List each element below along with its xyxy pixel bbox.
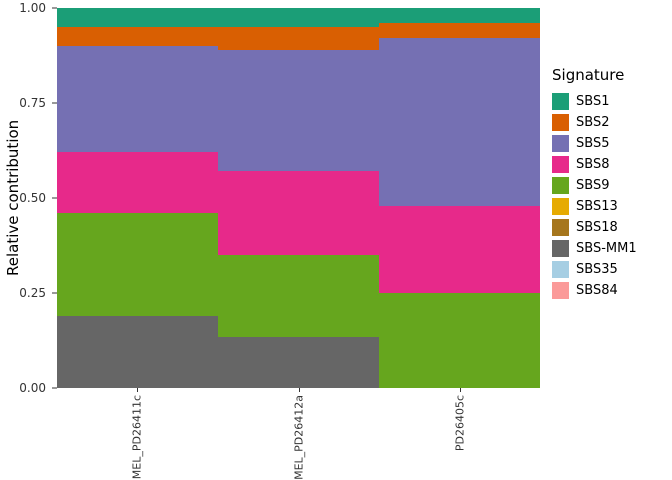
- legend-color-swatch: [552, 198, 569, 215]
- legend-item-SBS13: SBS13: [552, 198, 637, 215]
- y-tick-label: 0.25: [19, 286, 46, 300]
- legend-label: SBS9: [576, 178, 610, 193]
- legend: Signature SBS1 SBS2 SBS5 SBS8 SBS9 SBS13 SBS18…: [552, 66, 637, 303]
- legend-color-swatch: [552, 219, 569, 236]
- bar-segment-SBS8: [217, 171, 379, 255]
- x-tick-mark: [459, 388, 461, 392]
- legend-color-swatch: [552, 156, 569, 173]
- bar-segment-SBS-MM1: [217, 336, 379, 388]
- x-tick-label: PD26405c: [453, 395, 466, 452]
- bar-segment-SBS2: [378, 23, 540, 39]
- legend-label: SBS2: [576, 115, 610, 130]
- bar-segment-SBS9: [57, 213, 218, 316]
- y-tick-mark: [52, 387, 57, 389]
- legend-label: SBS8: [576, 157, 610, 172]
- x-tick-label: MEL_PD26411c: [130, 395, 144, 480]
- bar-segment-SBS9: [378, 293, 540, 388]
- legend-label: SBS35: [576, 262, 618, 277]
- y-tick-mark: [52, 7, 57, 9]
- legend-color-swatch: [552, 135, 569, 152]
- legend-label: SBS1: [576, 94, 610, 109]
- y-tick-label: 0.75: [19, 96, 46, 110]
- x-tick-mark: [137, 388, 139, 392]
- legend-title: Signature: [552, 66, 625, 84]
- y-tick-label: 0.50: [19, 191, 46, 205]
- plot-area: [57, 8, 540, 388]
- stacked-bar-MEL_PD26411c: [57, 8, 218, 388]
- legend-label: SBS5: [576, 136, 610, 151]
- bar-segment-SBS8: [378, 205, 540, 293]
- bar-segment-SBS5: [57, 46, 218, 153]
- bar-segment-SBS5: [378, 38, 540, 206]
- legend-item-SBS35: SBS35: [552, 261, 637, 278]
- bar-segment-SBS9: [217, 255, 379, 337]
- legend-color-swatch: [552, 261, 569, 278]
- legend-items: SBS1 SBS2 SBS5 SBS8 SBS9 SBS13 SBS18 SBS-MM1 SBS…: [552, 93, 637, 299]
- bar-segment-SBS1: [57, 8, 218, 27]
- legend-color-swatch: [552, 114, 569, 131]
- x-axis: MEL_PD26411c MEL_PD26412a PD26405c: [57, 388, 540, 480]
- stacked-bar-PD26405c: [378, 8, 540, 388]
- x-tick-label: MEL_PD26412a: [292, 395, 305, 480]
- bar-segment-SBS-MM1: [57, 315, 218, 388]
- legend-item-SBS8: SBS8: [552, 156, 637, 173]
- bar-segment-SBS5: [217, 49, 379, 172]
- legend-item-SBS18: SBS18: [552, 219, 637, 236]
- legend-item-SBS84: SBS84: [552, 282, 637, 299]
- legend-label: SBS-MM1: [576, 241, 637, 256]
- legend-item-SBS9: SBS9: [552, 177, 637, 194]
- bar-segment-SBS2: [57, 27, 218, 46]
- legend-item-SBS2: SBS2: [552, 114, 637, 131]
- bar-segment-SBS2: [217, 27, 379, 50]
- y-tick-mark: [52, 197, 57, 199]
- y-tick-mark: [52, 102, 57, 104]
- y-tick-label: 0.00: [19, 381, 46, 395]
- x-tick-mark: [298, 388, 300, 392]
- stacked-bar-MEL_PD26412a: [217, 8, 379, 388]
- bar-segment-SBS1: [378, 8, 540, 24]
- bar-segment-SBS1: [217, 8, 379, 27]
- legend-item-SBS-MM1: SBS-MM1: [552, 240, 637, 257]
- legend-color-swatch: [552, 177, 569, 194]
- legend-color-swatch: [552, 93, 569, 110]
- legend-label: SBS13: [576, 199, 618, 214]
- legend-color-swatch: [552, 282, 569, 299]
- legend-color-swatch: [552, 240, 569, 257]
- bar-segment-SBS8: [57, 152, 218, 214]
- y-tick-label: 1.00: [19, 1, 46, 15]
- legend-label: SBS84: [576, 283, 618, 298]
- y-tick-mark: [52, 292, 57, 294]
- y-axis: 0.00 0.25 0.50 0.75 1.00: [0, 1, 57, 395]
- legend-item-SBS1: SBS1: [552, 93, 637, 110]
- legend-label: SBS18: [576, 220, 618, 235]
- legend-item-SBS5: SBS5: [552, 135, 637, 152]
